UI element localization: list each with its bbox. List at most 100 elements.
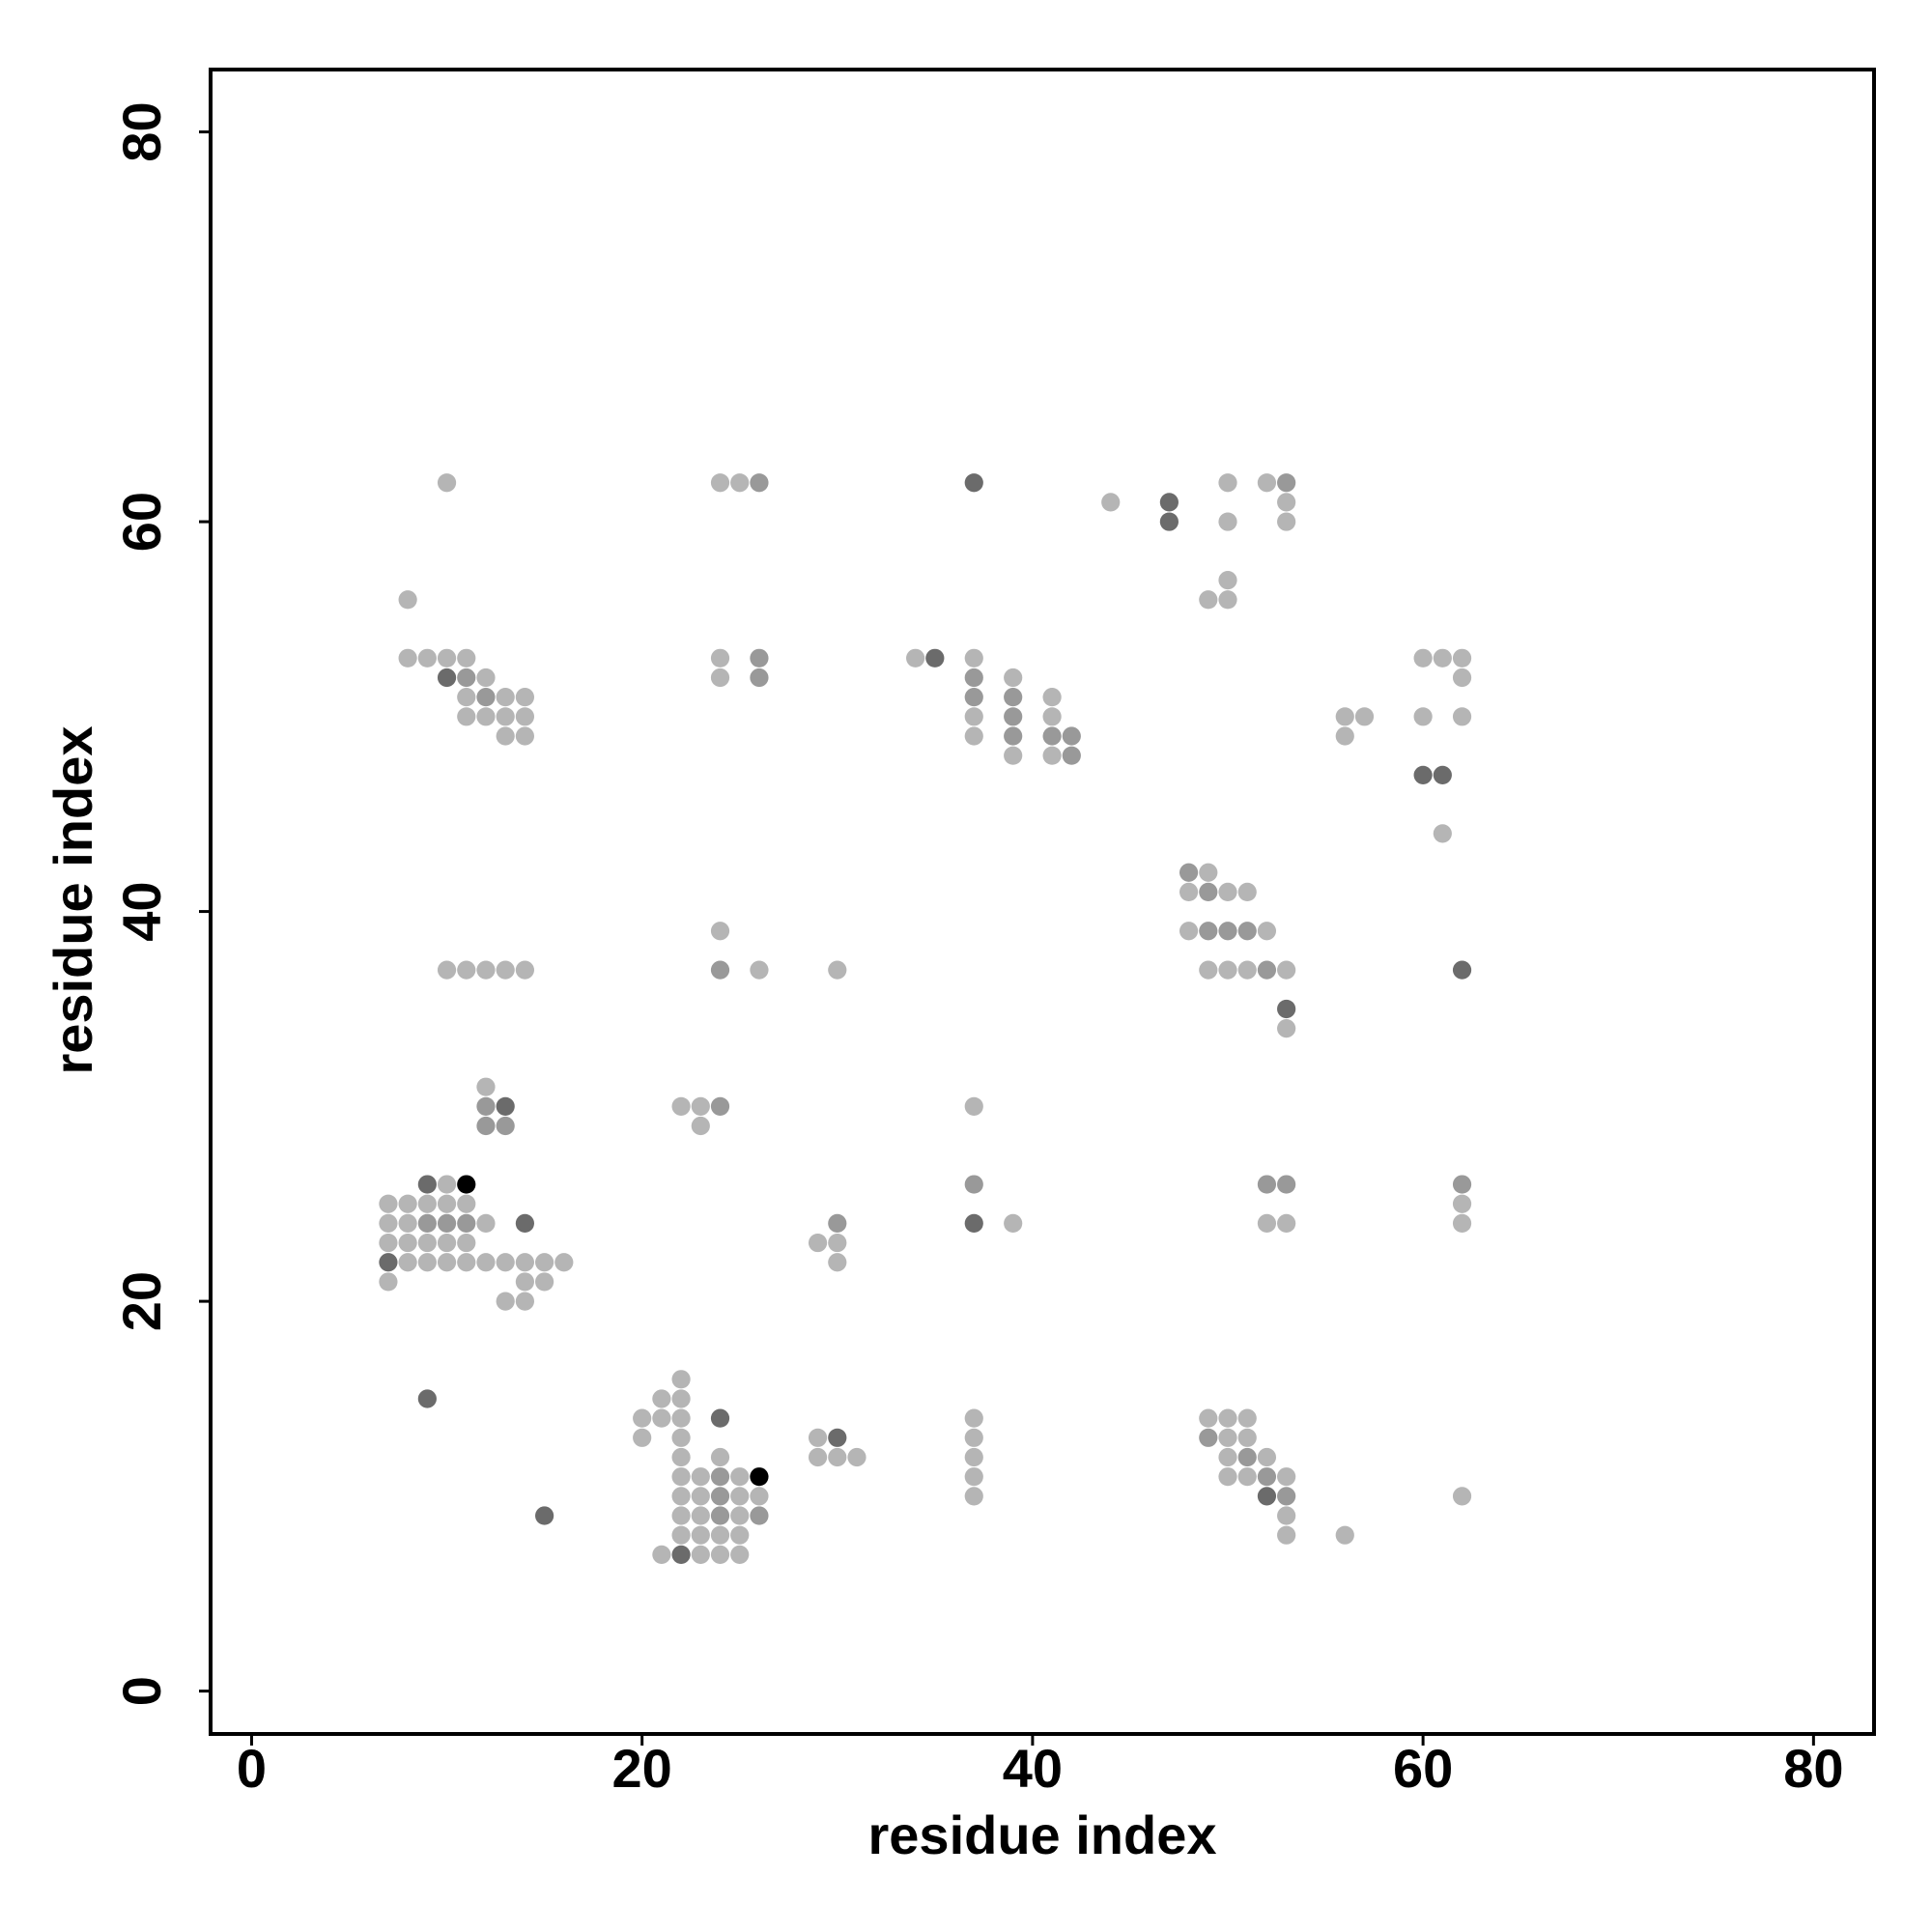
point [476, 688, 496, 707]
point [671, 1408, 691, 1428]
point [1277, 493, 1296, 512]
point [1277, 1467, 1296, 1487]
point [964, 1487, 983, 1506]
point [1277, 1487, 1296, 1506]
point [964, 1096, 983, 1116]
point [750, 1487, 769, 1506]
point [1179, 922, 1199, 941]
point [496, 688, 515, 707]
point [730, 1525, 750, 1545]
point [1257, 1447, 1277, 1467]
point [671, 1525, 691, 1545]
point [1199, 922, 1218, 941]
point [1452, 1213, 1472, 1233]
point [437, 473, 457, 493]
point [1199, 863, 1218, 882]
point [398, 1194, 417, 1213]
point [1042, 726, 1062, 746]
point [750, 1467, 769, 1487]
point [515, 1213, 535, 1233]
point [398, 648, 417, 668]
point [1004, 1213, 1023, 1233]
y-tick-label: 20 [111, 1271, 172, 1331]
point [1237, 1408, 1257, 1428]
point [691, 1116, 710, 1136]
point [457, 960, 476, 980]
point [964, 726, 983, 746]
point [1218, 1408, 1237, 1428]
point [710, 473, 730, 493]
y-tick-label: 40 [111, 881, 172, 941]
point [1218, 473, 1237, 493]
point [1452, 960, 1472, 980]
point [1433, 648, 1452, 668]
point [417, 1253, 437, 1272]
point [1433, 765, 1452, 784]
point [750, 648, 769, 668]
point [1237, 882, 1257, 902]
point [964, 688, 983, 707]
point [476, 1077, 496, 1096]
point [671, 1506, 691, 1525]
point [671, 1389, 691, 1408]
point [964, 1408, 983, 1428]
point [964, 707, 983, 726]
point [633, 1408, 652, 1428]
point [964, 1447, 983, 1467]
point [457, 1253, 476, 1272]
point [730, 1467, 750, 1487]
point [476, 707, 496, 726]
point [828, 960, 847, 980]
point [417, 1213, 437, 1233]
point [1004, 726, 1023, 746]
point [925, 648, 945, 668]
point [379, 1272, 398, 1292]
point [671, 1545, 691, 1564]
point [691, 1096, 710, 1116]
point [457, 1233, 476, 1253]
point [1277, 1213, 1296, 1233]
point [515, 707, 535, 726]
point [457, 688, 476, 707]
point [398, 590, 417, 610]
point [828, 1233, 847, 1253]
x-tick-label: 20 [612, 1738, 672, 1799]
point [1218, 571, 1237, 590]
point [515, 688, 535, 707]
point [457, 668, 476, 688]
point [515, 726, 535, 746]
point [1062, 746, 1081, 765]
point [496, 1116, 515, 1136]
point [691, 1487, 710, 1506]
point [1159, 512, 1179, 531]
point [730, 1506, 750, 1525]
point [417, 1175, 437, 1194]
point [964, 648, 983, 668]
point [964, 668, 983, 688]
point [750, 1506, 769, 1525]
point [1257, 960, 1277, 980]
point [417, 1389, 437, 1408]
point [691, 1506, 710, 1525]
point [1257, 1467, 1277, 1487]
point [808, 1428, 828, 1447]
point [398, 1213, 417, 1233]
point [730, 1545, 750, 1564]
point [710, 648, 730, 668]
point [1277, 473, 1296, 493]
point [1218, 590, 1237, 610]
point [1277, 1019, 1296, 1038]
point [535, 1506, 554, 1525]
point [437, 1213, 457, 1233]
point [1257, 1175, 1277, 1194]
point [437, 668, 457, 688]
point [1452, 707, 1472, 726]
point [710, 1408, 730, 1428]
point [1237, 960, 1257, 980]
point [671, 1096, 691, 1116]
point [1237, 1447, 1257, 1467]
point [710, 960, 730, 980]
point [710, 1467, 730, 1487]
point [457, 1194, 476, 1213]
point [437, 1194, 457, 1213]
